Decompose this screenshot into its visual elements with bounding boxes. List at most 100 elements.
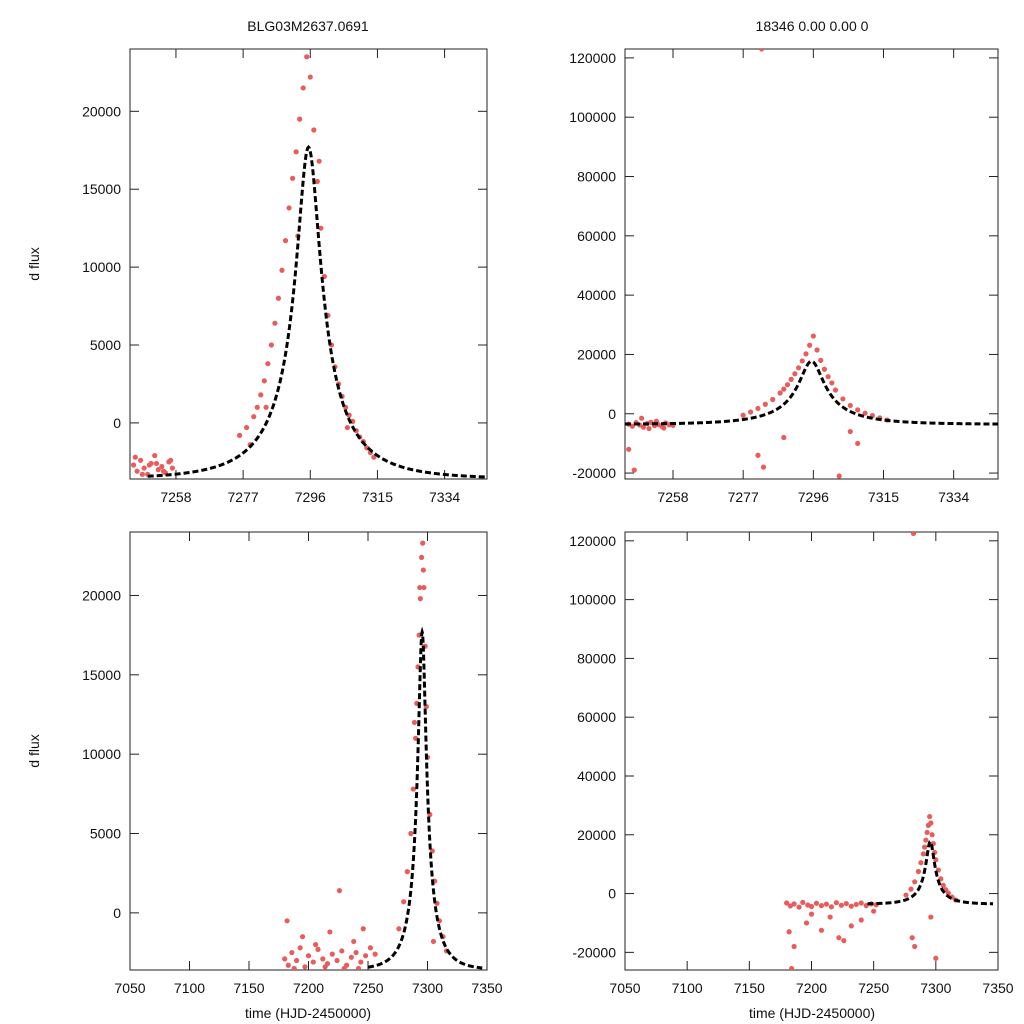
data-point <box>838 902 844 908</box>
data-point <box>251 414 257 420</box>
data-point <box>832 387 839 393</box>
data-point <box>923 837 929 843</box>
y-tick-label: 80000 <box>577 650 616 666</box>
data-point <box>313 942 319 948</box>
y-tick-label: 20000 <box>577 346 616 362</box>
data-point <box>404 869 410 875</box>
data-point <box>759 49 765 52</box>
y-tick-label: 10000 <box>82 259 121 275</box>
x-tick-label: 7100 <box>672 980 703 996</box>
data-point <box>304 54 310 60</box>
data-point <box>770 396 776 403</box>
data-point <box>755 405 761 412</box>
data-point <box>871 908 877 914</box>
x-axis-label-right: time (HJD-2450000) <box>749 1005 875 1021</box>
plot-frame <box>129 48 488 480</box>
x-tick-label: 7258 <box>657 489 688 505</box>
data-point <box>372 951 378 957</box>
data-point <box>791 901 797 907</box>
data-point <box>300 85 306 91</box>
data-point <box>348 954 354 960</box>
y-tick-label: 0 <box>113 905 121 921</box>
y-axis-label-bottom: d flux <box>26 734 42 767</box>
data-point <box>318 225 324 231</box>
data-point <box>762 401 768 407</box>
data-point <box>848 903 854 909</box>
x-tick-label: 7100 <box>174 980 205 996</box>
data-point <box>263 404 269 410</box>
x-tick-label: 7300 <box>920 980 951 996</box>
y-axis-label-top: d flux <box>26 247 42 280</box>
data-point <box>139 471 145 477</box>
data-point <box>282 956 288 962</box>
data-point <box>169 465 176 471</box>
data-point <box>396 926 402 932</box>
data-point <box>629 423 635 429</box>
data-point <box>853 901 859 908</box>
data-point <box>631 467 637 473</box>
data-point <box>355 965 362 970</box>
data-point <box>827 914 833 920</box>
data-point <box>258 392 264 398</box>
y-tick-label: 20000 <box>82 103 121 119</box>
data-point <box>639 415 645 421</box>
data-point <box>626 446 632 452</box>
data-point <box>289 175 296 181</box>
data-point <box>922 844 928 850</box>
data-point <box>781 434 787 441</box>
data-point <box>297 945 303 951</box>
data-point <box>429 848 435 854</box>
data-point <box>152 453 158 459</box>
data-points <box>282 540 450 970</box>
data-point <box>781 386 787 392</box>
data-point <box>159 463 165 470</box>
data-point <box>821 366 828 372</box>
data-point <box>760 464 767 470</box>
data-point <box>272 320 278 326</box>
data-point <box>808 911 815 917</box>
data-point <box>417 584 423 591</box>
data-points <box>130 54 377 477</box>
panel-bottom-left: 0 5000 10000 15000 20000 7050 7100 7150 7200 7250… <box>82 531 503 996</box>
y-tick-label: 20000 <box>577 827 616 843</box>
data-point <box>818 903 825 909</box>
data-point <box>799 358 805 364</box>
x-tick-label: 7150 <box>233 980 264 996</box>
data-point <box>908 886 914 892</box>
data-point <box>755 452 761 458</box>
data-point <box>146 462 153 468</box>
data-point <box>160 468 167 474</box>
data-point <box>862 410 868 416</box>
data-point <box>411 719 418 726</box>
data-point <box>285 962 291 968</box>
y-tick-label: 60000 <box>577 709 616 725</box>
figure-title-right: 18346 0.00 0.00 0 <box>756 18 869 34</box>
data-point <box>408 830 414 837</box>
data-point <box>813 900 820 906</box>
x-tick-label: 7250 <box>858 980 889 996</box>
data-point <box>833 900 839 906</box>
data-point <box>646 425 652 432</box>
data-point <box>291 965 297 970</box>
data-point <box>818 357 824 363</box>
data-point <box>910 532 917 537</box>
data-point <box>430 938 437 945</box>
panel-bottom-right: -20000 0 20000 40000 60000 80000 100000 120000 7… <box>569 531 1014 996</box>
y-tick-label: 15000 <box>82 181 121 197</box>
y-tick-label: 40000 <box>577 768 616 784</box>
x-tick-label: 7050 <box>609 980 640 996</box>
x-tick-label: 7300 <box>412 980 443 996</box>
data-point <box>299 934 306 940</box>
x-tick-label: 7050 <box>114 980 145 996</box>
data-point <box>847 402 853 409</box>
data-point <box>236 432 243 438</box>
x-tick-label: 7277 <box>228 489 259 505</box>
data-point <box>138 457 144 463</box>
data-point <box>418 554 425 560</box>
data-point <box>836 473 842 479</box>
data-point <box>401 899 407 905</box>
data-point <box>789 965 795 970</box>
x-tick-label: 7334 <box>429 489 460 505</box>
data-point <box>297 116 303 122</box>
data-point <box>155 467 161 473</box>
